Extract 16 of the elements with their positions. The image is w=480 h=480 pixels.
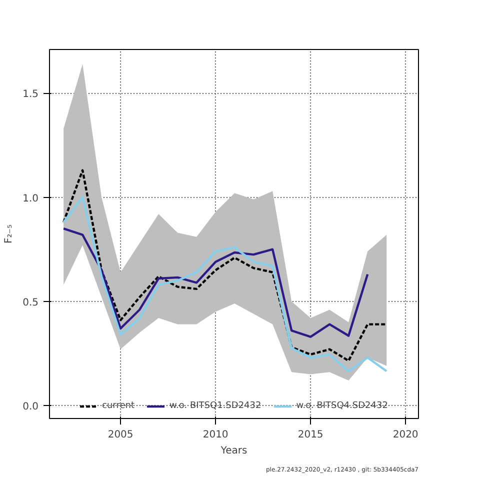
line-series <box>62 169 388 362</box>
x-tick-label: 2005 <box>108 430 134 440</box>
line-series <box>62 196 388 372</box>
legend-label: w.o. BITSQ1.SD2432 <box>170 401 262 411</box>
legend-label: current <box>102 401 134 411</box>
y-tick-label: 0.0 <box>22 401 39 412</box>
x-tick-label: 2020 <box>392 430 418 440</box>
y-tick-label: 1.5 <box>22 89 39 100</box>
legend-label: w.o. BITSQ4.SD2432 <box>296 401 388 411</box>
y-tick-label: 0.5 <box>22 297 39 308</box>
x-axis-title: Years <box>220 446 248 456</box>
y-tick-label: 1.0 <box>22 193 39 204</box>
y-axis-title: F₂₋₅ <box>4 224 15 244</box>
line-series <box>62 227 369 338</box>
x-tick-label: 2015 <box>298 430 324 440</box>
x-tick-label: 2010 <box>202 430 228 440</box>
